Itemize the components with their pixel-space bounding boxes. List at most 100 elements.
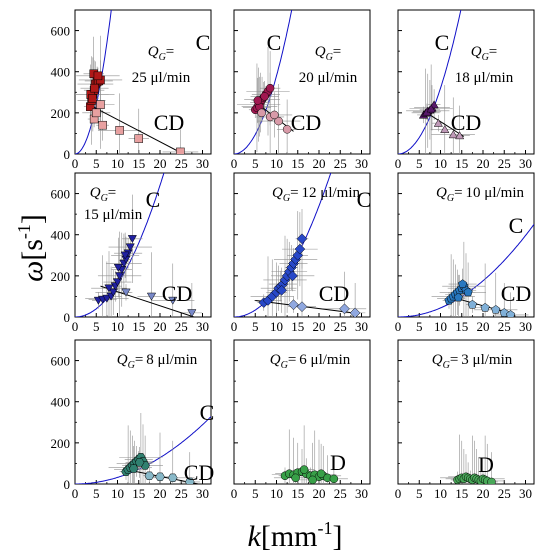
data-point-cd xyxy=(480,302,490,312)
data-point-c xyxy=(90,83,99,93)
data-point-c xyxy=(115,272,125,281)
flow-rate-subscript: G xyxy=(326,52,333,63)
x-tick-label: 10 xyxy=(434,486,447,501)
flow-rate-symbol: Q xyxy=(471,44,482,60)
x-tick-label: 30 xyxy=(196,156,209,171)
x-tick-label: 5 xyxy=(93,319,100,334)
region-label-d: D xyxy=(478,452,494,477)
data-point-cd xyxy=(433,118,443,127)
flow-rate-label: QG= 8 μl/min xyxy=(117,352,198,371)
x-tick-label: 25 xyxy=(498,319,511,334)
region-label-cd: CD xyxy=(501,281,532,306)
data-point-c xyxy=(253,96,263,105)
data-point-cd xyxy=(96,100,105,109)
data-point-cd xyxy=(144,471,155,480)
data-point-c xyxy=(296,233,308,245)
x-tick-label: 30 xyxy=(196,486,209,501)
x-tick-label: 10 xyxy=(434,319,447,334)
y-tick-label: 0 xyxy=(64,310,71,325)
region-label-cd: CD xyxy=(154,110,185,135)
data-point-cd xyxy=(282,125,292,134)
data-point-c xyxy=(127,235,137,244)
data-point-c xyxy=(88,94,97,103)
x-axis-title: k[mm-1] xyxy=(248,518,343,553)
panel-frame xyxy=(397,9,535,155)
c-regime-curve xyxy=(75,173,165,317)
flow-rate-label: QG= 6 μl/min xyxy=(270,352,351,371)
flow-rate-value: 15 μl/min xyxy=(84,207,143,223)
x-tick-label: 20 xyxy=(313,156,326,171)
data-point-cd xyxy=(274,116,283,126)
x-tick-label: 30 xyxy=(196,319,209,334)
panel-2: 0 5 10 15 20 25 30 C CD QG= 20 μl/min xyxy=(231,9,371,171)
x-tick-label: 20 xyxy=(313,319,326,334)
data-point-c xyxy=(426,104,436,113)
x-tick-label: 10 xyxy=(434,156,447,171)
x-tick-label: 20 xyxy=(154,156,167,171)
data-point-cd xyxy=(187,309,197,317)
data-point-c xyxy=(260,92,269,101)
data-point-cd xyxy=(491,304,501,314)
x-tick-label: 20 xyxy=(154,486,167,501)
flow-rate-symbol: Q xyxy=(436,185,447,201)
flow-rate-equals: = xyxy=(290,185,298,201)
data-point-c xyxy=(294,243,306,255)
x-tick-label: 20 xyxy=(477,156,490,171)
x-tick-label: 25 xyxy=(175,486,188,501)
flow-rate-value: 3 μl/min xyxy=(461,352,512,368)
flow-rate-value: 25 μl/min xyxy=(132,70,191,86)
data-point-cd xyxy=(455,131,465,140)
data-point-cd xyxy=(467,299,477,309)
data-point-cd xyxy=(448,130,458,139)
data-point-d xyxy=(329,474,339,484)
flow-rate-label: QG= xyxy=(315,44,342,63)
region-label-c: C xyxy=(200,400,215,425)
data-point-cd xyxy=(440,124,450,133)
panel-plot-area xyxy=(398,224,534,317)
data-point-cd xyxy=(296,301,308,313)
x-tick-label: 25 xyxy=(334,156,347,171)
data-point-cd xyxy=(168,296,178,305)
panel-plot-area xyxy=(440,434,506,484)
panel-plot-area xyxy=(234,173,367,317)
data-point-c xyxy=(128,464,139,473)
data-point-c xyxy=(102,294,112,303)
x-tick-label: 10 xyxy=(270,319,283,334)
data-point-cd xyxy=(121,288,131,297)
data-point-c xyxy=(453,292,463,302)
x-tick-label: 10 xyxy=(111,486,124,501)
x-tick-label: 5 xyxy=(252,486,259,501)
y-axis-unit: [s xyxy=(16,239,49,261)
flow-rate-equals: = xyxy=(135,352,143,368)
y-tick-label: 0 xyxy=(64,147,71,162)
data-point-cd xyxy=(185,477,195,484)
data-point-cd xyxy=(288,299,299,311)
data-point-d xyxy=(291,473,300,483)
region-label-c: C xyxy=(435,30,450,55)
data-point-d xyxy=(487,477,496,484)
x-tick-label: 30 xyxy=(519,319,532,334)
region-label-cd: CD xyxy=(184,460,215,485)
panel-plot-area xyxy=(75,173,203,317)
x-tick-label: 5 xyxy=(93,156,100,171)
flow-rate-label: QG= 10 μl/min xyxy=(436,185,525,204)
x-tick-label: 0 xyxy=(231,486,238,501)
flow-rate-value: 8 μl/min xyxy=(146,352,197,368)
y-tick-label: 600 xyxy=(51,354,71,369)
panel-plot-area xyxy=(271,425,348,484)
x-tick-label: 15 xyxy=(291,486,304,501)
panel-frame xyxy=(233,9,371,155)
data-point-cd xyxy=(257,108,266,118)
data-point-d xyxy=(316,469,326,478)
flow-rate-subscript: G xyxy=(101,193,108,204)
y-tick-label: 200 xyxy=(51,106,71,121)
y-axis-close: ] xyxy=(16,214,49,224)
flow-rate-symbol: Q xyxy=(90,185,101,201)
flow-rate-label: QG= xyxy=(471,44,498,63)
x-tick-label: 15 xyxy=(455,486,468,501)
panel-plot-area xyxy=(75,10,199,154)
